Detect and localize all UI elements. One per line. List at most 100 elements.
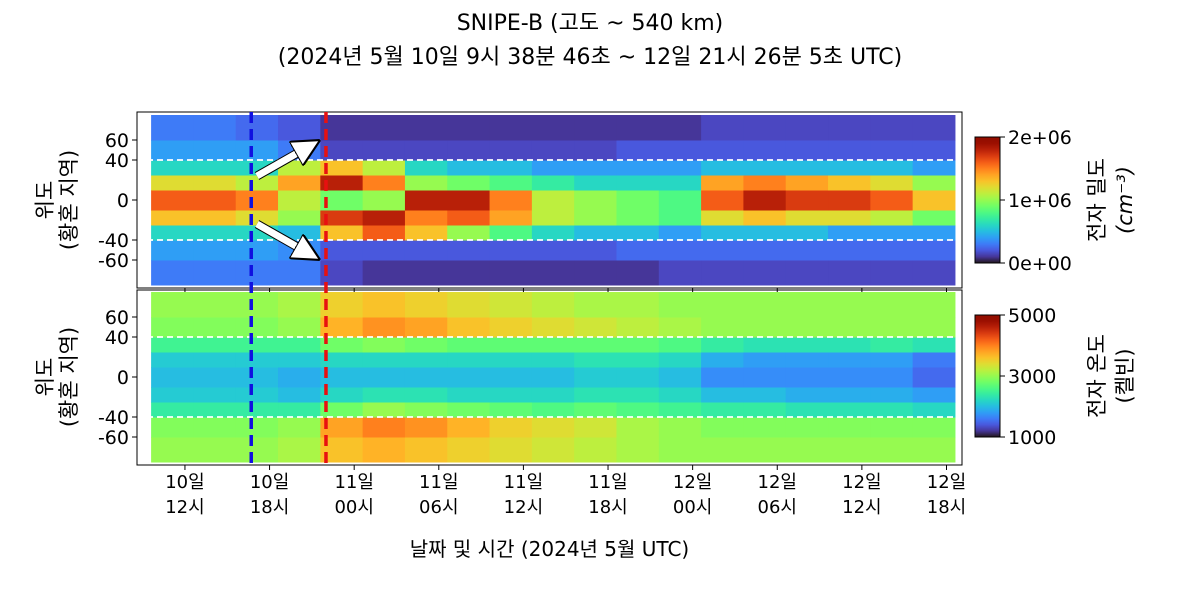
- heatmap-cell: [574, 210, 617, 226]
- heatmap-cell: [447, 292, 491, 318]
- heatmap-cell: [701, 190, 744, 211]
- heatmap-cell: [362, 437, 406, 463]
- heatmap-cell: [870, 140, 914, 161]
- heatmap-cell: [531, 260, 575, 286]
- heatmap-cell: [235, 317, 279, 338]
- heatmap-cell: [912, 367, 956, 388]
- heatmap-cell: [447, 352, 491, 368]
- heatmap-cell: [743, 140, 787, 161]
- heatmap-cell: [701, 402, 744, 418]
- heatmap-cell: [404, 317, 448, 338]
- heatmap-cell: [701, 240, 744, 261]
- heatmap-cell: [574, 337, 617, 353]
- heatmap-cell: [193, 337, 237, 353]
- heatmap-cell: [870, 115, 914, 141]
- heatmap-cell: [828, 140, 871, 161]
- heatmap-cell: [235, 337, 279, 353]
- heatmap-cell: [701, 115, 744, 141]
- heatmap-cell: [870, 175, 914, 191]
- heatmap-cell: [151, 140, 194, 161]
- y-axis-label: (황혼 지역): [57, 327, 81, 427]
- heatmap-cell: [447, 387, 491, 403]
- y-tick-label: 40: [105, 327, 129, 349]
- heatmap-cell: [616, 437, 660, 463]
- heatmap-cell: [531, 115, 575, 141]
- heatmap-cell: [489, 402, 533, 418]
- heatmap-cell: [193, 402, 237, 418]
- x-tick-label: 10일 12시: [165, 472, 205, 518]
- heatmap-cell: [785, 210, 829, 226]
- heatmap-cell: [362, 175, 406, 191]
- heatmap-cell: [912, 402, 956, 418]
- heatmap-cell: [870, 387, 914, 403]
- x-tick-label: 12일 06시: [757, 472, 797, 518]
- heatmap-cell: [658, 140, 702, 161]
- heatmap-cell: [278, 317, 321, 338]
- heatmap-cell: [531, 175, 575, 191]
- y-tick-label: 40: [105, 150, 129, 172]
- heatmap-cell: [320, 417, 364, 438]
- heatmap-cell: [489, 160, 533, 176]
- heatmap-cell: [151, 402, 194, 418]
- heatmap-cell: [531, 292, 575, 318]
- heatmap-cell: [447, 402, 491, 418]
- heatmap-cell: [743, 240, 787, 261]
- heatmap-cell: [574, 387, 617, 403]
- heatmap-cell: [743, 160, 787, 176]
- heatmap-cell: [489, 260, 533, 286]
- heatmap-cell: [785, 260, 829, 286]
- heatmap-cell: [404, 225, 448, 241]
- heatmap-cell: [701, 175, 744, 191]
- heatmap-cell: [828, 292, 871, 318]
- heatmap-cell: [531, 337, 575, 353]
- heatmap-cell: [785, 175, 829, 191]
- heatmap-cell: [362, 240, 406, 261]
- colorbar-label: (켈빈): [1113, 348, 1137, 403]
- heatmap-cell: [489, 115, 533, 141]
- heatmap-cell: [743, 417, 787, 438]
- heatmap-cell: [362, 115, 406, 141]
- heatmap-cell: [320, 240, 364, 261]
- heatmap-cell: [701, 417, 744, 438]
- heatmap-cell: [404, 175, 448, 191]
- arrow: [255, 220, 308, 253]
- heatmap-cell: [235, 387, 279, 403]
- heatmap-cell: [151, 190, 194, 211]
- heatmap-cell: [658, 337, 702, 353]
- x-tick-label: 12일 18시: [926, 472, 967, 518]
- colorbar-tick-label: 1e+06: [1008, 190, 1072, 212]
- heatmap-cell: [447, 160, 491, 176]
- heatmap-cell: [447, 367, 491, 388]
- heatmap-cell: [701, 367, 744, 388]
- heatmap-cell: [785, 417, 829, 438]
- heatmap-cell: [404, 367, 448, 388]
- heatmap-cell: [616, 240, 660, 261]
- heatmap-cell: [151, 367, 194, 388]
- heatmap-cell: [743, 190, 787, 211]
- heatmap-cell: [531, 367, 575, 388]
- heatmap-cell: [447, 240, 491, 261]
- y-tick-label: 60: [105, 130, 129, 152]
- heatmap-cell: [743, 367, 787, 388]
- x-axis-label: 날짜 및 시간 (2024년 5월 UTC): [410, 537, 689, 561]
- heatmap-cell: [658, 160, 702, 176]
- heatmap-cell: [912, 292, 956, 318]
- heatmap-cell: [235, 260, 279, 286]
- heatmap-cell: [531, 387, 575, 403]
- heatmap-cell: [785, 437, 829, 463]
- heatmap-cell: [193, 210, 237, 226]
- heatmap-cell: [278, 210, 321, 226]
- heatmap-cell: [404, 260, 448, 286]
- heatmap-cell: [574, 260, 617, 286]
- heatmap-cell: [658, 387, 702, 403]
- heatmap-cell: [404, 210, 448, 226]
- heatmap-cell: [362, 140, 406, 161]
- heatmap-cell: [785, 337, 829, 353]
- heatmap-cell: [616, 402, 660, 418]
- heatmap-cell: [574, 160, 617, 176]
- heatmap-cell: [701, 225, 744, 241]
- heatmap-cell: [870, 337, 914, 353]
- y-tick-label: -40: [98, 407, 129, 429]
